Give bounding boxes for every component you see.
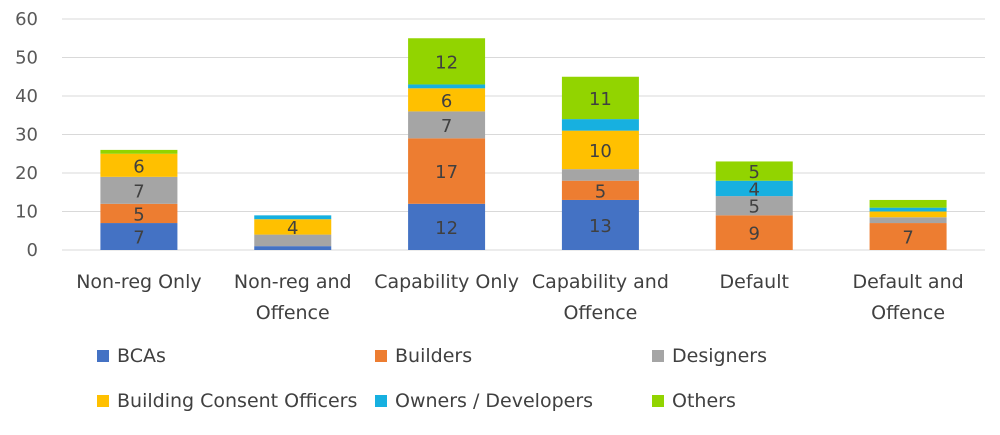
x-axis: Non-reg Only Non-reg and Offence Capability… xyxy=(76,271,964,324)
bar-segment-others xyxy=(869,199,947,208)
y-tick-label: 50 xyxy=(15,48,38,69)
bar-segment-builders xyxy=(869,223,947,250)
bar-segment-others xyxy=(408,38,486,85)
bar-segment-bcas xyxy=(254,246,332,250)
data-label: 12 xyxy=(435,52,458,73)
x-category-label: Offence xyxy=(563,302,637,324)
bar-segment-builders xyxy=(100,203,178,224)
bar-segment-designers xyxy=(254,234,332,247)
data-label: 7 xyxy=(133,228,144,249)
y-tick-label: 40 xyxy=(15,86,38,107)
data-label: 11 xyxy=(589,89,612,110)
x-category-label: Non-reg Only xyxy=(76,271,201,293)
gridlines xyxy=(62,18,985,251)
bar-segment-others xyxy=(715,161,793,181)
bar-segment-bcas xyxy=(561,199,639,250)
x-category-label: Capability Only xyxy=(374,271,519,293)
bar-segment-builders xyxy=(561,180,639,200)
data-label: 7 xyxy=(902,228,913,249)
data-label: 5 xyxy=(749,162,760,183)
bar-segment-builders xyxy=(408,138,486,204)
bar-segment-designers xyxy=(715,196,793,216)
x-category-label: Default and xyxy=(852,271,963,293)
data-label: 4 xyxy=(749,179,760,200)
bar-segment-owners-developers xyxy=(715,180,793,197)
data-label: 10 xyxy=(589,141,612,162)
bar-segment-owners-developers xyxy=(408,84,486,89)
bar-segment-designers xyxy=(561,169,639,181)
y-tick-label: 30 xyxy=(15,125,38,146)
y-tick-label: 0 xyxy=(27,240,38,261)
bar-segment-building-consent-officers xyxy=(561,130,639,170)
data-label: 6 xyxy=(441,91,452,112)
data-label: 9 xyxy=(749,224,760,245)
bar-segment-owners-developers xyxy=(561,119,639,131)
data-label: 6 xyxy=(133,156,144,177)
bar-segment-designers xyxy=(100,176,178,204)
bar-segment-owners-developers xyxy=(254,215,332,220)
bar-segment-building-consent-officers xyxy=(408,88,486,112)
bar-segment-designers xyxy=(408,111,486,139)
data-label: 7 xyxy=(441,116,452,137)
bar-segment-bcas xyxy=(408,203,486,250)
data-label: 17 xyxy=(435,162,458,183)
bar-segment-others xyxy=(561,76,639,120)
x-category-label: Offence xyxy=(256,302,330,324)
x-category-label: Default xyxy=(720,271,789,293)
bar-segment-building-consent-officers xyxy=(254,219,332,235)
y-axis: 0 10 20 30 40 50 60 xyxy=(15,9,38,261)
x-category-label: Non-reg and xyxy=(234,271,352,293)
data-label: 5 xyxy=(749,197,760,218)
bar-segment-owners-developers xyxy=(869,207,947,212)
data-label: 4 xyxy=(287,218,298,239)
bar-segment-building-consent-officers xyxy=(869,211,947,218)
data-label: 5 xyxy=(133,204,144,225)
bar-segment-builders xyxy=(715,215,793,250)
data-label: 5 xyxy=(595,181,606,202)
data-label: 12 xyxy=(435,218,458,239)
bar-segment-building-consent-officers xyxy=(100,153,178,177)
data-label: 7 xyxy=(133,181,144,202)
x-category-label: Capability and xyxy=(532,271,669,293)
data-label: 13 xyxy=(589,216,612,237)
y-tick-label: 20 xyxy=(15,163,38,184)
y-tick-label: 60 xyxy=(15,9,38,30)
y-tick-label: 10 xyxy=(15,202,38,223)
bar-segment-bcas xyxy=(100,223,178,250)
bar-segment-designers xyxy=(869,217,947,224)
bar-segment-others xyxy=(100,149,178,154)
x-category-label: Offence xyxy=(871,302,945,324)
